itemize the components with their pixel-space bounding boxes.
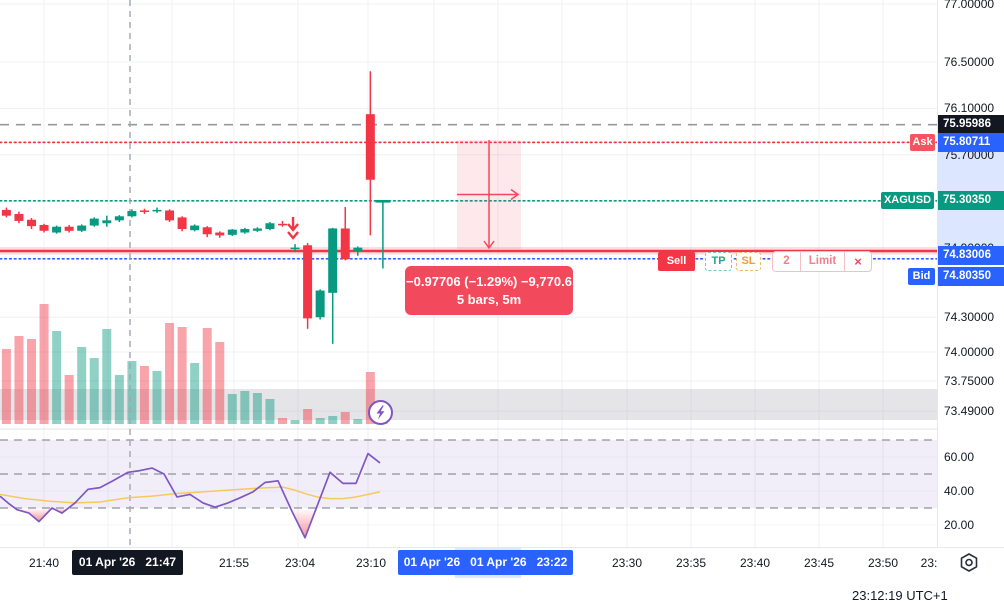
measure-bars-text: 5 bars, 5m xyxy=(456,292,522,307)
time-axis[interactable]: 21:40 21:55 23:04 23:10 23:30 23:35 23:40 23:45… xyxy=(0,547,1004,578)
price-axis[interactable]: 77.0000076.5000076.1000075.7000074.90000… xyxy=(937,0,1004,577)
time-tick-label: 23:45 xyxy=(803,556,835,570)
limit-order-button[interactable]: Limit xyxy=(800,252,845,271)
rsi-tick-label: 20.00 xyxy=(944,518,975,532)
time-tick-label: 23:50 xyxy=(867,556,899,570)
take-profit-button[interactable]: TP xyxy=(705,252,732,271)
price-tick-label: 77.00000 xyxy=(944,0,995,11)
exchange-clock: 23:12:19 UTC+1 xyxy=(852,588,948,601)
close-price-label: 75.95986 xyxy=(938,115,1004,134)
measure-change-text: −0.97706 (−1.29%) −9,770.6 xyxy=(406,274,572,289)
rsi-tick-label: 40.00 xyxy=(944,484,975,498)
stop-loss-button[interactable]: SL xyxy=(736,252,761,271)
main-chart-canvas[interactable] xyxy=(0,0,937,547)
price-tick-label: 73.49000 xyxy=(944,404,995,419)
symbol-tag: XAGUSD xyxy=(881,192,934,209)
sell-button[interactable]: Sell xyxy=(658,252,695,271)
measure-time-label: 01 Apr '26 01 Apr '26 23:22 xyxy=(398,550,573,575)
axis-settings-gear-icon[interactable] xyxy=(956,551,982,574)
price-tick-label: 74.00000 xyxy=(944,345,995,359)
last-price-label: 75.30350 xyxy=(938,191,1004,210)
time-tick-label: 23: xyxy=(920,556,938,570)
instant-order-lightning-button[interactable] xyxy=(367,399,394,426)
time-tick-label: 23:04 xyxy=(284,556,316,570)
time-tick-label: 23:30 xyxy=(611,556,643,570)
time-tick-label: 21:55 xyxy=(218,556,250,570)
order-quantity[interactable]: 2 xyxy=(783,255,790,267)
time-tick-label: 21:40 xyxy=(28,556,60,570)
time-tick-label: 23:40 xyxy=(739,556,771,570)
ask-price-label: 75.80711 xyxy=(938,133,1004,152)
order-modify-group: 2 Limit × xyxy=(772,251,872,272)
time-tick-label: 23:35 xyxy=(675,556,707,570)
price-tick-label: 73.75000 xyxy=(944,374,995,388)
vline-time-label: 01 Apr '26 21:47 xyxy=(72,550,183,575)
measure-tooltip: −0.97706 (−1.29%) −9,770.6 5 bars, 5m xyxy=(405,266,573,315)
price-tick-label: 76.10000 xyxy=(944,101,995,116)
ask-tag: Ask xyxy=(910,134,935,151)
bid-tag: Bid xyxy=(908,268,935,285)
bid-price-label: 74.80350 xyxy=(938,267,1004,286)
rsi-tick-label: 60.00 xyxy=(944,450,975,464)
price-tick-label: 74.30000 xyxy=(944,310,995,325)
close-order-icon[interactable]: × xyxy=(854,254,862,269)
price-tick-label: 76.50000 xyxy=(944,55,995,69)
time-tick-label: 23:10 xyxy=(355,556,387,570)
sell-order-price-label: 74.83006 xyxy=(938,246,1004,265)
